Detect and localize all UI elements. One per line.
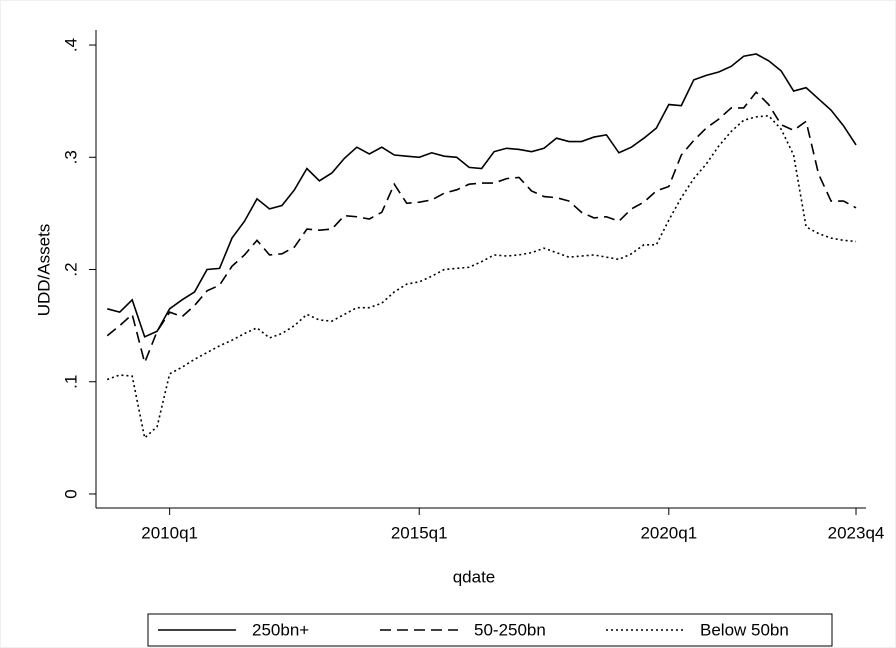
series-line xyxy=(107,53,857,338)
y-tick-label: .4 xyxy=(61,38,80,52)
series-line xyxy=(106,90,857,366)
y-tick-label: .1 xyxy=(61,375,80,389)
x-tick-label: 2023q4 xyxy=(828,523,885,542)
y-axis-title: UDD/Assets xyxy=(34,224,53,317)
x-tick-label: 2015q1 xyxy=(391,523,448,542)
x-axis-title: qdate xyxy=(453,567,496,586)
y-tick-label: 0 xyxy=(61,489,80,498)
x-tick-label: 2010q1 xyxy=(141,523,198,542)
y-tick-label: .2 xyxy=(61,262,80,276)
legend-label: Below 50bn xyxy=(700,620,789,639)
legend-label: 250bn+ xyxy=(252,620,309,639)
y-tick-label: .3 xyxy=(61,150,80,164)
legend-box xyxy=(147,613,833,647)
legend-label: 50-250bn xyxy=(474,620,546,639)
x-tick-label: 2020q1 xyxy=(640,523,697,542)
series-line xyxy=(106,114,857,440)
